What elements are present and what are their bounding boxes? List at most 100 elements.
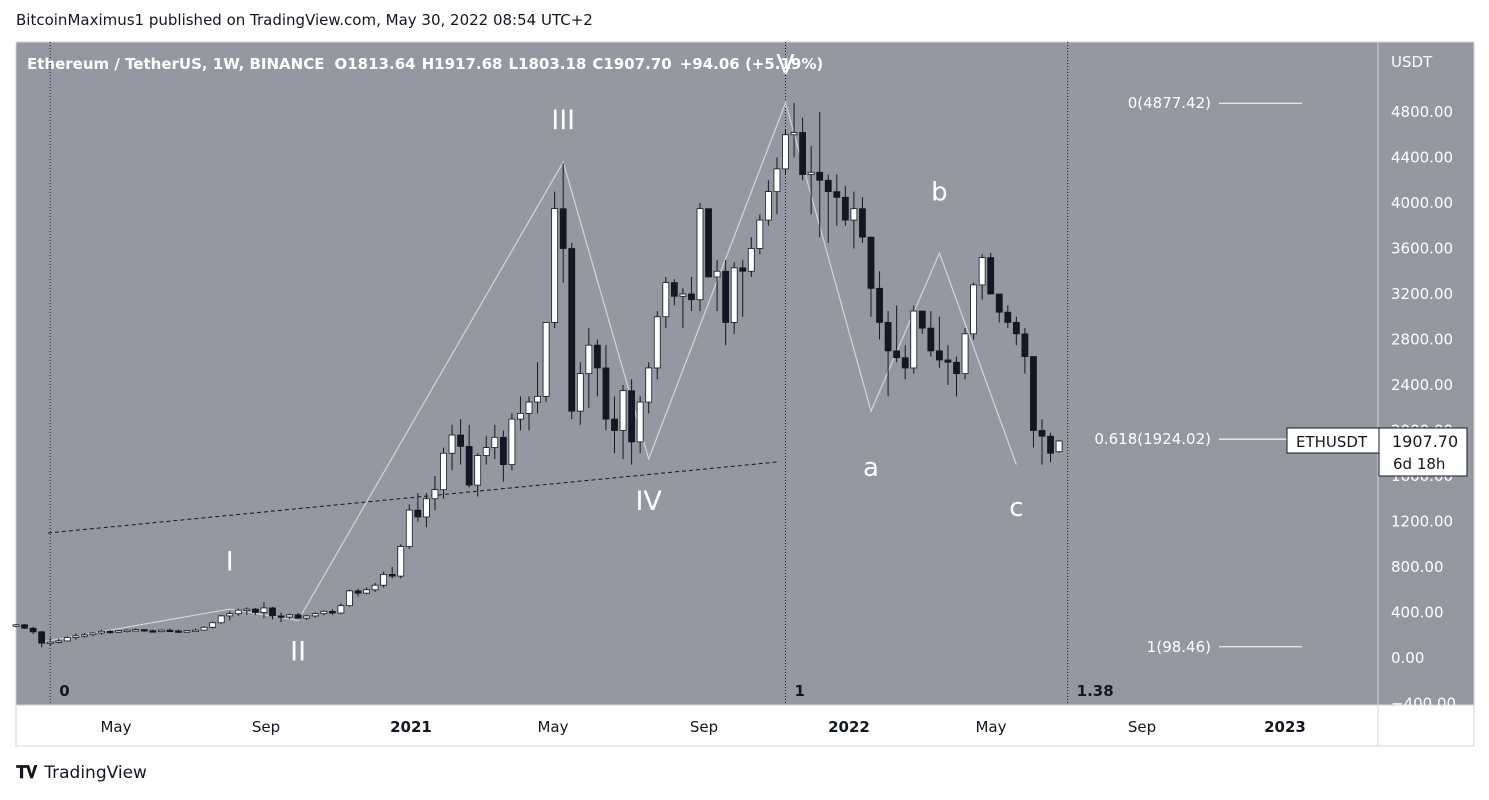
- candle-down: [140, 629, 148, 632]
- fib-level-label: 0.618(1924.02): [1094, 430, 1211, 448]
- fib-level-label: 1(98.46): [1147, 638, 1211, 656]
- x-tick-label: May: [100, 718, 131, 736]
- candle-down: [269, 607, 276, 617]
- candle-down: [457, 434, 465, 447]
- candle-up: [440, 452, 447, 491]
- candle-up: [679, 293, 687, 297]
- x-axis-panel[interactable]: [15, 704, 1475, 747]
- candle-down: [1047, 435, 1054, 454]
- candle-down: [824, 179, 832, 193]
- price-label-value: 1907.70: [1392, 432, 1458, 451]
- candle-up: [55, 640, 63, 643]
- candle-down: [21, 624, 28, 629]
- candle-up: [747, 248, 755, 272]
- candle-down: [995, 293, 1003, 313]
- y-tick-label: 4400.00: [1391, 149, 1453, 167]
- candle-down: [38, 631, 46, 644]
- candle-up: [63, 637, 71, 642]
- x-tick-label: 2022: [828, 718, 870, 736]
- candle-down: [294, 614, 302, 619]
- candle-up: [773, 168, 781, 193]
- publisher-header: BitcoinMaximus1 published on TradingView…: [16, 11, 593, 29]
- y-tick-label: 4000.00: [1391, 194, 1453, 212]
- fib-time-labels: 0 1 1.38: [59, 682, 1113, 700]
- x-tick-label: May: [537, 718, 568, 736]
- x-tick-label: Sep: [252, 718, 280, 736]
- candle-up: [89, 632, 97, 636]
- candle-up: [448, 434, 456, 454]
- candle-up: [910, 310, 918, 369]
- candle-down: [1021, 333, 1029, 357]
- candle-down: [893, 350, 901, 359]
- support-trendline: [47, 461, 778, 534]
- candle-up: [320, 610, 328, 615]
- candle-up: [123, 629, 131, 633]
- candle-up: [380, 573, 388, 586]
- candle-down: [277, 615, 285, 618]
- candle-down: [987, 257, 995, 295]
- candle-down: [1038, 430, 1046, 437]
- candle-up: [81, 634, 88, 637]
- candle-down: [936, 350, 943, 361]
- candle-down: [799, 132, 806, 175]
- candle-down: [29, 627, 37, 633]
- chart-frame: [15, 41, 1475, 747]
- x-tick-label: 2023: [1264, 718, 1306, 736]
- candle-up: [157, 629, 165, 633]
- candle-down: [876, 287, 883, 323]
- ohlc-low-label: L: [508, 55, 518, 73]
- candle-down: [594, 344, 601, 369]
- candle-down: [944, 359, 952, 363]
- candle-up: [1055, 440, 1063, 453]
- tradingview-brand[interactable]: 𝐓𝐕 TradingView: [16, 763, 147, 783]
- candle-down: [1030, 356, 1037, 431]
- y-tick-label: 0.00: [1391, 649, 1424, 667]
- x-tick-label: 2021: [390, 718, 432, 736]
- ohlc-open: 1813.64: [347, 55, 415, 73]
- y-tick-label: 3600.00: [1391, 240, 1453, 258]
- y-tick-label: 800.00: [1391, 558, 1444, 576]
- plot-area[interactable]: [16, 42, 1378, 705]
- time-fib-label: 0: [59, 682, 69, 700]
- candle-up: [807, 171, 815, 175]
- candle-down: [166, 629, 174, 633]
- candle-up: [978, 257, 986, 286]
- candle-down: [1004, 311, 1012, 323]
- candle-down: [927, 327, 935, 352]
- candle-up: [542, 322, 550, 397]
- candle-up: [576, 373, 584, 412]
- ohlc-high: 1917.68: [434, 55, 502, 73]
- candle-down: [175, 630, 182, 633]
- candle-up: [217, 615, 225, 624]
- y-tick-label: −400.00: [1391, 695, 1456, 713]
- candle-up: [662, 282, 670, 318]
- candle-up: [371, 584, 379, 591]
- candle-up: [756, 219, 764, 249]
- ohlc-open-label: O: [334, 55, 347, 73]
- candle-down: [388, 573, 396, 577]
- candle-up: [790, 132, 798, 136]
- candle-up: [653, 316, 661, 369]
- candle-up: [482, 447, 490, 456]
- y-axis-panel[interactable]: [1378, 42, 1474, 705]
- candle-down: [354, 590, 362, 594]
- candle-down: [688, 293, 695, 301]
- candle-up: [311, 613, 319, 617]
- wave-label-ii: II: [290, 636, 306, 667]
- y-tick-label: 3200.00: [1391, 285, 1453, 303]
- candle-up: [226, 613, 234, 617]
- wave-label-i: I: [226, 546, 234, 577]
- candle-up: [209, 622, 217, 628]
- candle-up: [303, 615, 311, 619]
- wave-label-iii: III: [551, 105, 575, 136]
- candle-down: [722, 270, 730, 323]
- candle-up: [192, 629, 199, 633]
- candle-up: [363, 589, 370, 594]
- candle-down: [1012, 322, 1020, 335]
- candle-down: [841, 196, 849, 221]
- symbol-title: Ethereum / TetherUS, 1W, BINANCE: [27, 55, 324, 73]
- candle-down: [953, 361, 960, 375]
- last-price-label[interactable]: ETHUSDT 1907.70 6d 18h: [1286, 427, 1468, 477]
